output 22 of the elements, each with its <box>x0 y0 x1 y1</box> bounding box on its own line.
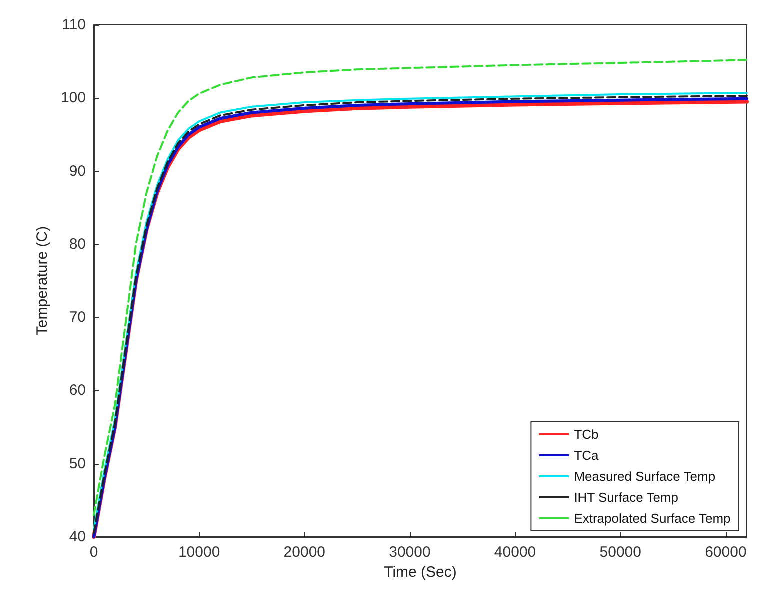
legend-label: TCb <box>574 427 599 442</box>
y-axis-title: Temperature (C) <box>34 226 52 336</box>
x-tick-label: 40000 <box>494 544 536 561</box>
x-tick-label: 10000 <box>178 544 220 561</box>
legend-label: IHT Surface Temp <box>574 490 678 505</box>
x-tick-label: 0 <box>90 544 98 561</box>
y-tick-label: 50 <box>69 455 86 472</box>
x-tick-label: 50000 <box>600 544 642 561</box>
x-tick-label: 60000 <box>705 544 747 561</box>
y-tick-label: 40 <box>69 528 86 546</box>
x-axis-title: Time (Sec) <box>384 564 457 581</box>
x-tick-label: 30000 <box>389 544 431 561</box>
y-tick-label: 110 <box>62 16 86 34</box>
x-tick-label: 20000 <box>284 544 326 561</box>
legend-label: Measured Surface Temp <box>574 469 716 484</box>
y-tick-label: 100 <box>60 90 86 107</box>
y-tick-label: 70 <box>69 309 86 326</box>
legend-label: Extrapolated Surface Temp <box>574 511 731 526</box>
y-tick-label: 60 <box>69 382 86 400</box>
y-tick-label: 90 <box>69 162 86 180</box>
legend-label: TCa <box>574 448 600 463</box>
y-tick-label: 80 <box>69 236 86 253</box>
